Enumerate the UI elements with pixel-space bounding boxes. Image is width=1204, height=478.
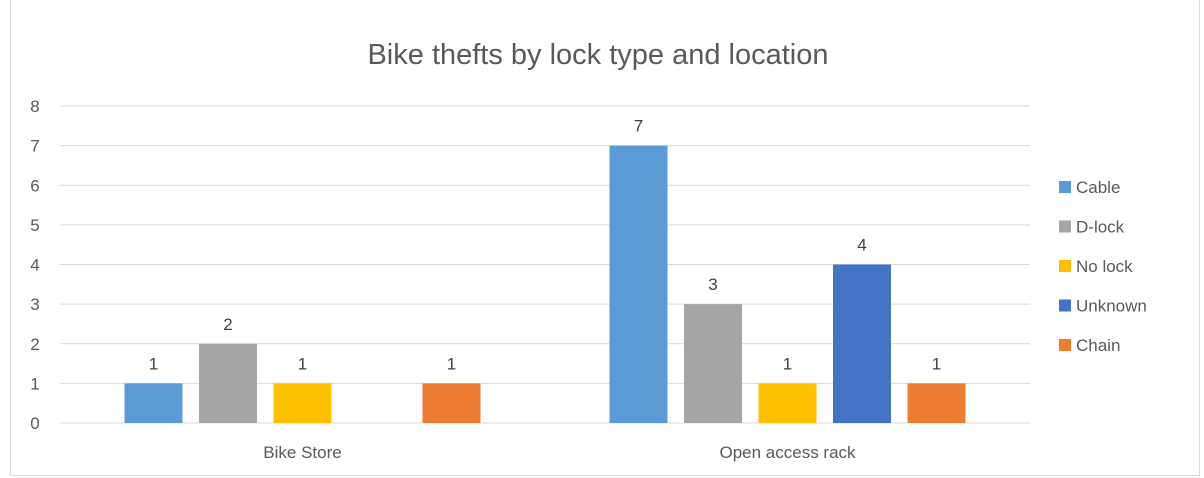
legend-swatch (1059, 181, 1071, 193)
y-axis: 0 1 2 3 4 5 6 7 8 (30, 97, 39, 433)
data-label: 1 (149, 354, 158, 373)
bar (273, 383, 332, 423)
data-label: 7 (634, 117, 643, 136)
x-category-label: Open access rack (719, 443, 856, 462)
legend-label: No lock (1076, 257, 1133, 276)
bars (124, 145, 966, 423)
legend-swatch (1059, 299, 1071, 312)
legend: Cable D-lock No lock Unknown Chain (1059, 178, 1147, 355)
data-label: 1 (932, 354, 941, 373)
y-tick-label: 8 (30, 97, 39, 116)
y-tick-label: 0 (30, 414, 39, 433)
y-tick-label: 6 (30, 176, 39, 195)
chart-title: Bike thefts by lock type and location (367, 39, 828, 71)
y-tick-label: 2 (30, 335, 39, 354)
legend-label: Unknown (1076, 297, 1147, 316)
legend-label: Cable (1076, 178, 1120, 197)
y-tick-label: 3 (30, 295, 39, 314)
legend-swatch (1059, 260, 1071, 272)
data-label: 1 (783, 354, 792, 373)
data-label: 1 (447, 354, 456, 373)
bar (684, 304, 742, 423)
legend-swatch (1059, 220, 1071, 233)
y-tick-label: 4 (30, 256, 39, 275)
y-tick-label: 1 (30, 374, 39, 393)
x-axis: Bike Store Open access rack (263, 443, 856, 462)
legend-label: Chain (1076, 336, 1120, 355)
x-category-label: Bike Store (263, 443, 341, 462)
bar (907, 383, 966, 423)
bar (124, 383, 183, 423)
bar (833, 264, 891, 423)
data-label: 2 (223, 315, 232, 334)
data-label: 4 (857, 236, 866, 255)
legend-label: D-lock (1076, 218, 1125, 237)
y-tick-label: 7 (30, 137, 39, 156)
data-label: 3 (708, 275, 717, 294)
y-tick-label: 5 (30, 216, 39, 235)
data-label: 1 (298, 354, 307, 373)
bar (199, 343, 257, 423)
bar (758, 383, 817, 423)
legend-swatch (1059, 339, 1071, 351)
bar (422, 383, 481, 423)
bar (609, 145, 668, 423)
